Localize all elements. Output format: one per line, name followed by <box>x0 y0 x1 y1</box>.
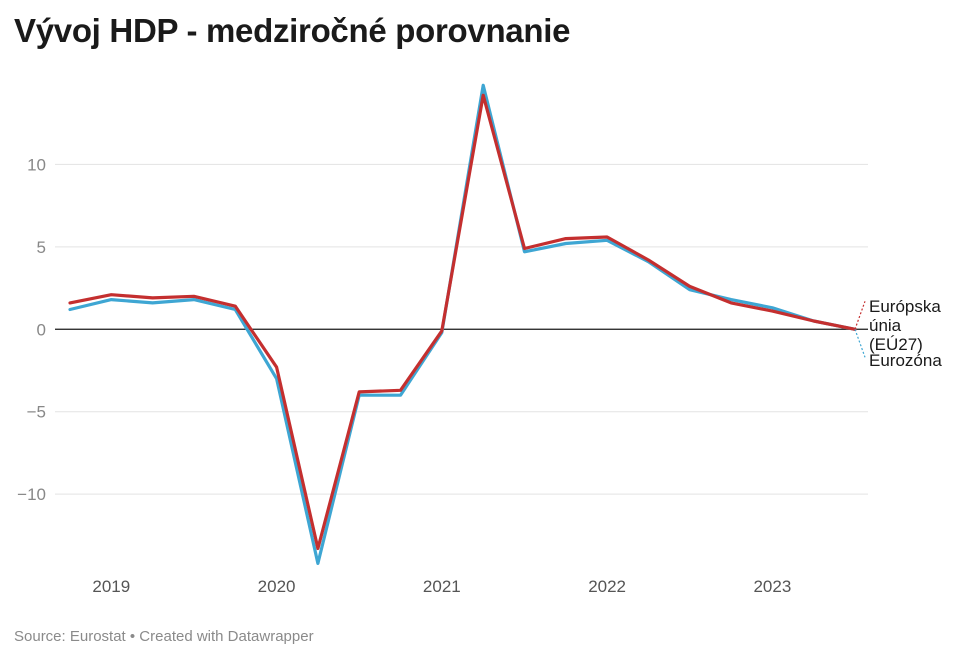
eu27-leader-line <box>854 301 866 330</box>
eurozone-series-label: Eurozóna <box>869 351 942 370</box>
series-layer <box>68 83 857 566</box>
x-tick-label: 2023 <box>753 577 791 596</box>
x-axis-ticks: 2019 2020 2021 2022 2023 <box>92 577 791 596</box>
y-axis-ticks: 10 5 0 −5 −10 <box>17 155 46 504</box>
x-tick-label: 2020 <box>258 577 296 596</box>
chart-title: Vývoj HDP - medziročné porovnanie <box>14 12 571 49</box>
x-tick-label: 2021 <box>423 577 461 596</box>
x-tick-label: 2022 <box>588 577 626 596</box>
x-tick-label: 2019 <box>92 577 130 596</box>
y-tick-label: −10 <box>17 485 46 504</box>
y-tick-label: −5 <box>27 403 46 422</box>
y-tick-label: 0 <box>37 320 46 339</box>
eu27-series-label: (EÚ27) <box>869 335 923 354</box>
eu27-series-label: únia <box>869 316 902 335</box>
grid-layer <box>55 163 868 495</box>
eurozone-leader-line <box>854 329 866 358</box>
eu27-series-label: Európska <box>869 297 941 316</box>
series-line-eu27 <box>68 93 857 551</box>
y-tick-label: 10 <box>27 155 46 174</box>
source-footer: Source: Eurostat • Created with Datawrap… <box>14 628 314 645</box>
series-line-eurozone <box>68 83 857 566</box>
y-tick-label: 5 <box>37 238 46 257</box>
